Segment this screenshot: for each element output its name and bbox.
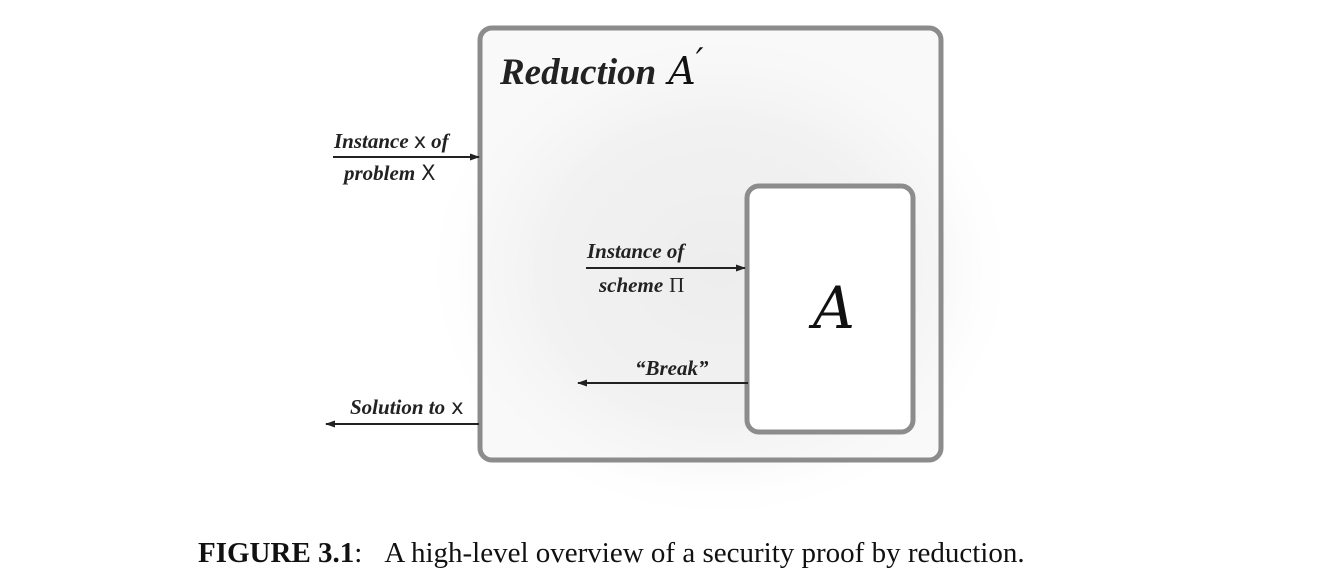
figure-caption: FIGURE 3.1: A high-level overview of a se…	[198, 537, 1025, 569]
reduction-prime: ′	[696, 41, 704, 81]
reduction-symbol: A	[665, 49, 695, 93]
caption-label: FIGURE 3.1	[198, 537, 354, 569]
break-label: “Break”	[635, 356, 709, 380]
scheme-label-line2: scheme Π	[598, 273, 684, 297]
output-label: Solution to x	[350, 395, 464, 419]
scheme-label-line1: Instance of	[586, 239, 686, 263]
caption-text: A high-level overview of a security proo…	[384, 537, 1024, 569]
input-label-line2: problem X	[342, 161, 436, 185]
reduction-title: Reduction A′	[499, 41, 704, 93]
adversary-symbol: A	[808, 274, 855, 342]
adversary-box	[744, 183, 916, 435]
input-label-line1: Instance x of	[333, 129, 451, 153]
caption-separator: :	[354, 537, 362, 569]
